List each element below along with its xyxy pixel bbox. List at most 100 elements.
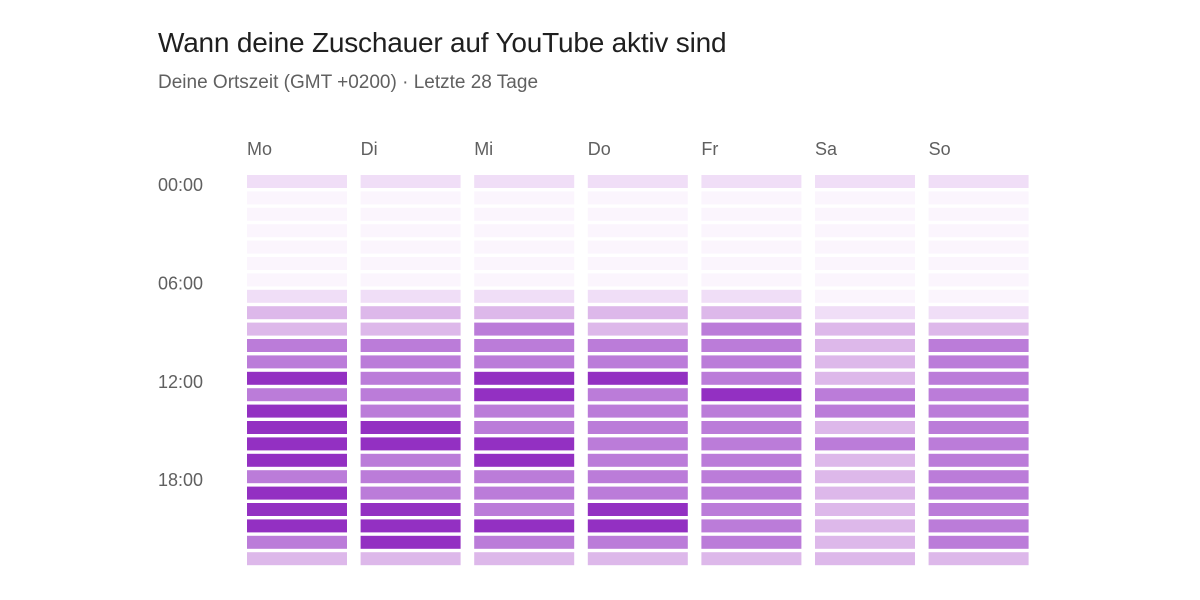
heatmap-cell-mo-h22[interactable]: [247, 535, 347, 549]
heatmap-cell-do-h12[interactable]: [587, 371, 688, 385]
heatmap-cell-do-h13[interactable]: [587, 388, 688, 402]
heatmap-cell-sa-h21[interactable]: [815, 519, 915, 533]
heatmap-cell-fr-h19[interactable]: [701, 486, 802, 500]
heatmap-cell-sa-h6[interactable]: [815, 273, 915, 287]
heatmap-cell-mi-h8[interactable]: [474, 306, 575, 320]
heatmap-cell-sa-h19[interactable]: [815, 486, 915, 500]
heatmap-cell-mo-h17[interactable]: [247, 453, 347, 467]
heatmap-cell-sa-h11[interactable]: [815, 355, 915, 369]
heatmap-cell-fr-h23[interactable]: [701, 552, 802, 566]
heatmap-cell-mo-h19[interactable]: [247, 486, 347, 500]
heatmap-cell-mi-h4[interactable]: [474, 240, 575, 254]
heatmap-cell-di-h14[interactable]: [360, 404, 461, 418]
heatmap-cell-fr-h10[interactable]: [701, 339, 802, 352]
heatmap-cell-mi-h2[interactable]: [474, 207, 575, 221]
heatmap-cell-sa-h2[interactable]: [815, 207, 915, 221]
heatmap-cell-fr-h13[interactable]: [701, 388, 802, 402]
heatmap-cell-mo-h9[interactable]: [247, 322, 347, 336]
heatmap-cell-do-h1[interactable]: [587, 191, 688, 205]
heatmap-cell-fr-h17[interactable]: [701, 453, 802, 467]
heatmap-cell-sa-h8[interactable]: [815, 306, 915, 320]
heatmap-cell-sa-h18[interactable]: [815, 470, 915, 484]
heatmap-cell-mi-h11[interactable]: [474, 355, 575, 369]
heatmap-cell-mi-h14[interactable]: [474, 404, 575, 418]
heatmap-cell-mi-h20[interactable]: [474, 503, 575, 516]
heatmap-cell-do-h22[interactable]: [587, 535, 688, 549]
heatmap-cell-sa-h7[interactable]: [815, 289, 915, 303]
heatmap-cell-di-h5[interactable]: [360, 257, 461, 270]
heatmap-cell-sa-h20[interactable]: [815, 503, 915, 516]
heatmap-cell-so-h0[interactable]: [928, 175, 1029, 188]
heatmap-cell-so-h22[interactable]: [928, 535, 1029, 549]
heatmap-cell-fr-h22[interactable]: [701, 535, 802, 549]
heatmap-cell-di-h19[interactable]: [360, 486, 461, 500]
heatmap-cell-do-h11[interactable]: [587, 355, 688, 369]
heatmap-cell-di-h11[interactable]: [360, 355, 461, 369]
heatmap-cell-sa-h13[interactable]: [815, 388, 915, 402]
heatmap-cell-mi-h17[interactable]: [474, 453, 575, 467]
heatmap-cell-di-h15[interactable]: [360, 421, 461, 434]
heatmap-cell-mi-h3[interactable]: [474, 224, 575, 238]
heatmap-cell-di-h9[interactable]: [360, 322, 461, 336]
heatmap-cell-mo-h16[interactable]: [247, 437, 347, 451]
heatmap-cell-do-h8[interactable]: [587, 306, 688, 320]
heatmap-cell-mi-h6[interactable]: [474, 273, 575, 287]
heatmap-cell-sa-h5[interactable]: [815, 257, 915, 270]
heatmap-cell-di-h8[interactable]: [360, 306, 461, 320]
heatmap-cell-di-h0[interactable]: [360, 175, 461, 188]
heatmap-cell-so-h3[interactable]: [928, 224, 1029, 238]
heatmap-cell-do-h5[interactable]: [587, 257, 688, 270]
heatmap-cell-sa-h4[interactable]: [815, 240, 915, 254]
heatmap-cell-di-h4[interactable]: [360, 240, 461, 254]
heatmap-cell-do-h4[interactable]: [587, 240, 688, 254]
heatmap-cell-mi-h9[interactable]: [474, 322, 575, 336]
heatmap-cell-sa-h15[interactable]: [815, 421, 915, 434]
heatmap-cell-do-h17[interactable]: [587, 453, 688, 467]
heatmap-cell-do-h16[interactable]: [587, 437, 688, 451]
heatmap-cell-mi-h13[interactable]: [474, 388, 575, 402]
heatmap-cell-mo-h12[interactable]: [247, 371, 347, 385]
heatmap-cell-di-h16[interactable]: [360, 437, 461, 451]
heatmap-cell-mo-h18[interactable]: [247, 470, 347, 484]
heatmap-cell-sa-h0[interactable]: [815, 175, 915, 188]
heatmap-cell-fr-h16[interactable]: [701, 437, 802, 451]
heatmap-cell-do-h20[interactable]: [587, 503, 688, 516]
heatmap-cell-fr-h7[interactable]: [701, 289, 802, 303]
heatmap-cell-do-h15[interactable]: [587, 421, 688, 434]
heatmap-cell-fr-h15[interactable]: [701, 421, 802, 434]
heatmap-cell-so-h15[interactable]: [928, 421, 1029, 434]
heatmap-cell-so-h17[interactable]: [928, 453, 1029, 467]
heatmap-cell-so-h6[interactable]: [928, 273, 1029, 287]
heatmap-cell-sa-h9[interactable]: [815, 322, 915, 336]
heatmap-cell-mo-h13[interactable]: [247, 388, 347, 402]
heatmap-cell-so-h7[interactable]: [928, 289, 1029, 303]
heatmap-cell-fr-h8[interactable]: [701, 306, 802, 320]
heatmap-cell-mo-h5[interactable]: [247, 257, 347, 270]
heatmap-cell-so-h20[interactable]: [928, 503, 1029, 516]
heatmap-cell-mi-h5[interactable]: [474, 257, 575, 270]
heatmap-cell-do-h2[interactable]: [587, 207, 688, 221]
heatmap-cell-do-h10[interactable]: [587, 339, 688, 352]
heatmap-cell-so-h23[interactable]: [928, 552, 1029, 566]
heatmap-cell-di-h17[interactable]: [360, 453, 461, 467]
heatmap-cell-so-h2[interactable]: [928, 207, 1029, 221]
heatmap-cell-di-h22[interactable]: [360, 535, 461, 549]
heatmap-cell-mo-h1[interactable]: [247, 191, 347, 205]
heatmap-cell-fr-h21[interactable]: [701, 519, 802, 533]
heatmap-cell-mo-h0[interactable]: [247, 175, 347, 188]
heatmap-cell-di-h7[interactable]: [360, 289, 461, 303]
heatmap-cell-mi-h19[interactable]: [474, 486, 575, 500]
heatmap-cell-mo-h7[interactable]: [247, 289, 347, 303]
heatmap-cell-mi-h21[interactable]: [474, 519, 575, 533]
heatmap-cell-mo-h6[interactable]: [247, 273, 347, 287]
heatmap-cell-so-h21[interactable]: [928, 519, 1029, 533]
heatmap-cell-mi-h18[interactable]: [474, 470, 575, 484]
heatmap-cell-do-h9[interactable]: [587, 322, 688, 336]
heatmap-cell-mi-h16[interactable]: [474, 437, 575, 451]
heatmap-cell-sa-h12[interactable]: [815, 371, 915, 385]
heatmap-cell-sa-h22[interactable]: [815, 535, 915, 549]
heatmap-cell-fr-h0[interactable]: [701, 175, 802, 188]
heatmap-cell-do-h0[interactable]: [587, 175, 688, 188]
heatmap-cell-mi-h15[interactable]: [474, 421, 575, 434]
heatmap-cell-fr-h5[interactable]: [701, 257, 802, 270]
